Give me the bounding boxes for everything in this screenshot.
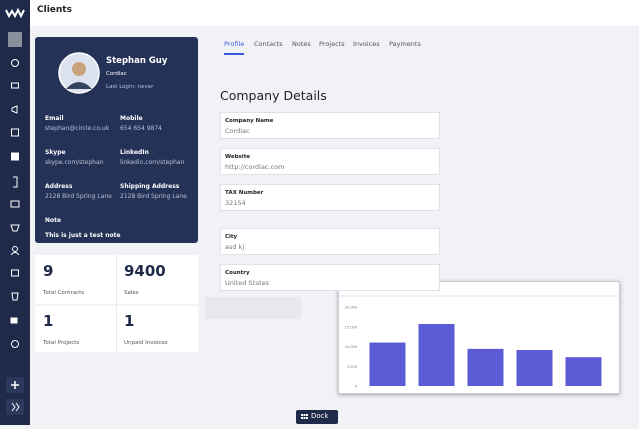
chart: Revenue by Clients 05,00010,00015,00020,… [339,286,619,389]
profile-name: Stephan Guy [106,56,168,66]
chart-panel: Revenue by Clients 05,00010,00015,00020,… [338,281,620,394]
bar [369,342,406,386]
logo[interactable] [5,7,25,19]
form-label: Company Name [225,118,274,124]
panel-shadow [205,297,301,319]
field-label: LinkedIn [120,149,149,156]
stat-label: Unpaid Invoices [124,340,168,346]
bar [467,348,504,386]
tab[interactable]: Payments [389,40,421,48]
bar [565,357,602,386]
y-tick-label: 20,000 [345,306,357,310]
field-value: This is just a test note [45,232,121,239]
tab[interactable]: Contacts [254,40,283,48]
tab[interactable]: Projects [319,40,345,48]
form-value[interactable]: http://cordiac.com [225,163,285,171]
tab[interactable]: Notes [292,40,311,48]
stat-label: Sales [124,290,139,296]
field-label: Skype [45,149,66,156]
bar [516,350,553,386]
avatar [58,52,100,94]
nav-icons[interactable] [10,59,20,348]
dock-grid-icon [301,414,308,419]
form-label: City [225,234,238,240]
field-value: 2128 Bird Spring Lane [45,193,112,200]
stats-dividers [35,255,198,352]
sidebar-icons [5,7,25,415]
stat-label: Total Contracts [43,290,85,296]
bar [418,323,455,386]
form-value[interactable]: 32154 [225,199,246,207]
field-label: Mobile [120,115,143,122]
tab[interactable]: Profile [224,40,245,48]
field-label: Address [45,183,73,190]
form-value[interactable]: Cordiac [225,127,250,135]
profile-card: Stephan Guy Cordiac Last Login: never Em… [35,37,198,243]
section-title: Company Details [220,88,327,103]
form-field: Company Name Cordiac [220,112,440,139]
stats-panel: 9 Total Contracts 9400 Sales 1 Total Projects… [35,255,198,352]
field-label: Shipping Address [120,183,180,190]
y-tick-label: 15,000 [345,325,357,329]
y-tick-label: 0 [355,385,357,389]
active-tab-indicator [224,53,244,55]
form-field: Website http://cordiac.com [220,148,440,175]
form-label: Website [225,154,251,160]
dock-label: Dock [311,412,329,420]
form-field: City asd kj [220,228,440,255]
top-bar: Clients [30,0,639,26]
expand-icon [11,402,20,412]
form-value[interactable]: United States [225,279,270,287]
field-label: Email [45,115,64,122]
field-value: skype.com/stephan [45,159,104,166]
form-label: TAX Number [225,190,264,196]
stat-value: 1 [124,312,135,330]
field-label: Note [45,217,62,224]
field-value: stephan@circle.co.uk [45,125,110,132]
tab[interactable]: Invoices [353,40,380,48]
form-label: Country [225,270,250,276]
plus-icon [11,381,19,389]
stat-value: 1 [43,312,54,330]
y-tick-label: 10,000 [345,345,357,349]
sidebar [0,0,30,425]
field-value: 654 654 9874 [120,125,162,132]
y-tick-label: 5,000 [347,365,357,369]
stat-value: 9 [43,262,54,280]
last-login: Last Login: never [106,84,154,90]
form-field: Country United States [220,264,440,291]
field-value: linkedin.com/stephan [120,159,185,166]
form-field: TAX Number 32154 [220,184,440,211]
form-value[interactable]: asd kj [225,243,245,251]
profile-company: Cordiac [106,71,127,77]
stat-value: 9400 [124,262,166,280]
stat-label: Total Projects [43,340,80,346]
field-value: 2128 Bird Spring Lane [120,193,187,200]
user-avatar[interactable] [8,32,22,47]
page-title: Clients [37,5,72,15]
dock-button[interactable]: Dock [296,410,338,424]
